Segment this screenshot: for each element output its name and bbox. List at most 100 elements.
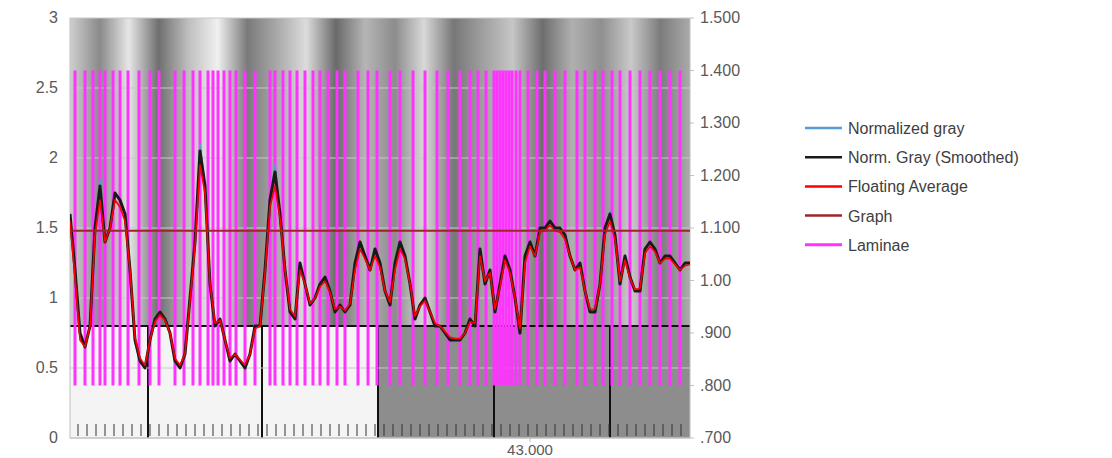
ruler-tick [204,424,205,436]
ruler-tick [537,424,538,436]
lamina-line [327,71,330,386]
y2-tick-label: 1.100 [700,219,740,236]
y-tick-label: 2 [49,149,58,166]
ruler-tick [258,424,259,436]
ruler-tick [303,424,304,436]
lamina-line [344,71,347,386]
ruler-tick [321,424,322,436]
legend-swatch [805,127,842,130]
legend-label: Graph [848,208,892,225]
ruler-tick [231,424,232,436]
ruler-tick [240,424,241,436]
lamina-line [496,71,499,386]
ruler-tick [627,424,628,436]
lamina-line [576,71,579,386]
lamina-line [192,71,195,386]
y2-tick [690,385,694,386]
ruler-tick [555,424,556,436]
core-image [70,18,690,438]
ruler-tick [105,424,106,436]
ruler-tick [645,424,646,436]
ruler-tick [402,424,403,436]
ruler-tick [510,424,511,436]
ruler-tick [528,424,529,436]
ruler-tick [591,424,592,436]
ruler-edge [70,325,690,327]
lamina-line [536,71,539,386]
ruler-tick [618,424,619,436]
y-tick-label: 1 [49,289,58,306]
lamina-line [469,71,472,386]
ruler-tick [582,424,583,436]
lamina-line [199,71,202,386]
legend-label: Normalized gray [848,120,964,137]
series-line [70,230,690,232]
ruler-tick [456,424,457,436]
lamina-line [296,71,299,386]
y-tick-label: 0.5 [36,359,58,376]
ruler-tick [672,424,673,436]
ruler-tick [546,424,547,436]
ruler-tick [186,424,187,436]
lamina-line [235,71,238,386]
ruler-tick [294,424,295,436]
ruler-tick [501,424,502,436]
lamina-line [357,71,360,386]
ruler-tick [87,424,88,436]
ruler-tick [609,424,610,436]
legend-swatch [805,243,842,246]
ruler-tick [96,424,97,436]
series-line [70,165,690,365]
lamina-line [274,71,277,386]
chart: 00.511.522.531.5001.4001.3001.2001.1001.… [0,0,1112,458]
lamina-line [659,71,662,386]
lamina-line [304,71,307,386]
grid-line [70,18,690,19]
lamina-line [477,71,480,386]
lamina-line [679,71,682,386]
core-photo [70,18,690,438]
grid-line [70,158,690,159]
ruler-tick [177,424,178,436]
ruler-tick [141,424,142,436]
plot-area [70,71,690,386]
lamina-line [639,71,642,386]
ruler-tick [213,424,214,436]
lamina-line [519,71,522,386]
lamina-line [399,71,402,386]
ruler-tick [654,424,655,436]
ruler-tick [519,424,520,436]
ruler-tick [123,424,124,436]
legend-label: Floating Average [848,178,968,195]
ruler-tick [681,424,682,436]
grid-line [70,438,690,439]
lamina-line [619,71,622,386]
ruler-tick [465,424,466,436]
ruler-tick [150,424,151,436]
legend-label: Norm. Gray (Smoothed) [848,149,1019,166]
ruler-tick [420,424,421,436]
ruler-tick [393,424,394,436]
ruler-tick [483,424,484,436]
lamina-line [244,71,247,386]
y2-tick [690,228,694,229]
ruler-tick [159,424,160,436]
y2-tick-label: 1.500 [700,9,740,26]
lamina-line [289,71,292,386]
ruler-tick [132,424,133,436]
ruler-tick [249,424,250,436]
y2-tick [690,123,694,124]
lamina-line [376,71,379,386]
y2-tick-label: 1.00 [700,272,731,289]
y-tick-label: 1.5 [36,219,58,236]
lamina-line [649,71,652,386]
y2-tick [690,175,694,176]
ruler-tick [276,424,277,436]
lamina-line [319,71,322,386]
series-line [70,144,690,368]
lamina-line [629,71,632,386]
ruler-tick [339,424,340,436]
y2-tick [690,438,694,439]
y2-tick-label: .700 [700,429,731,446]
lamina-line [508,71,511,386]
